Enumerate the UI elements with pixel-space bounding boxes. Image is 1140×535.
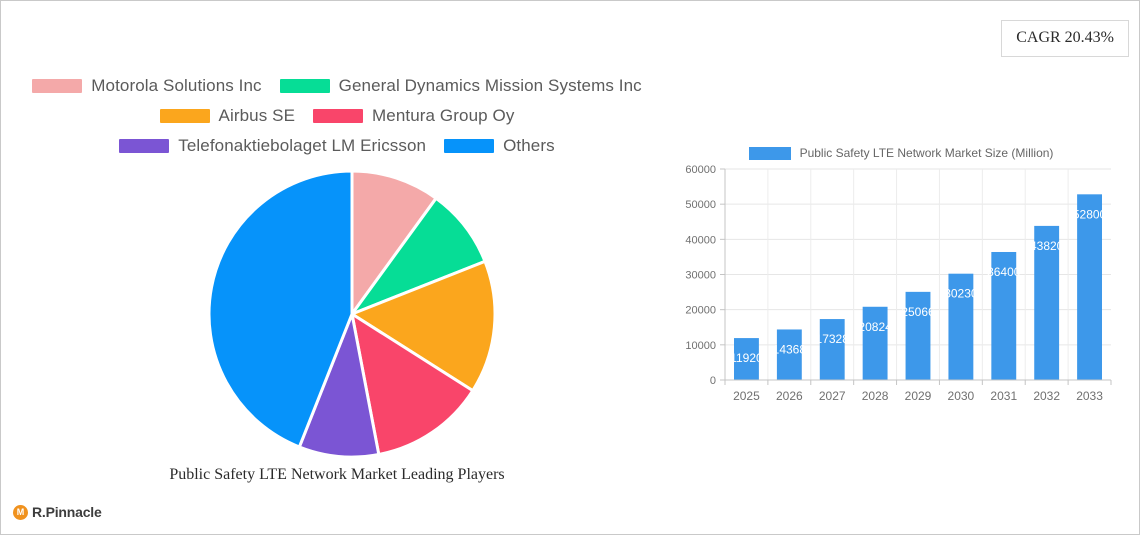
bar-value-label: 11920 xyxy=(730,351,763,365)
bar-value-label: 17328 xyxy=(816,332,850,346)
bar-value-label: 14368 xyxy=(773,342,807,356)
bar-chart-panel: Public Safety LTE Network Market Size (M… xyxy=(677,141,1125,416)
bar-value-label: 52800 xyxy=(1073,207,1107,221)
legend-item-4[interactable]: Telefonaktiebolaget LM Ericsson xyxy=(119,131,426,161)
logo-glyph: M xyxy=(16,506,25,517)
x-axis-label: 2026 xyxy=(776,389,803,403)
legend-swatch-icon xyxy=(279,79,330,93)
bar[interactable] xyxy=(862,306,888,380)
pie-slice[interactable] xyxy=(350,312,475,456)
y-axis-label: 20000 xyxy=(685,305,716,317)
bar[interactable] xyxy=(734,338,759,380)
brand-logo: M R.Pinnacle xyxy=(13,504,102,524)
y-axis-label: 40000 xyxy=(685,234,716,246)
legend-label: Telefonaktiebolaget LM Ericsson xyxy=(178,136,427,155)
x-axis-label: 2030 xyxy=(948,389,975,403)
x-axis-label: 2032 xyxy=(1033,389,1060,403)
x-axis-label: 2033 xyxy=(1076,389,1103,403)
y-axis-label: 10000 xyxy=(685,340,716,352)
legend-item-2[interactable]: Airbus SE xyxy=(159,101,296,131)
legend-item-1[interactable]: General Dynamics Mission Systems Inc xyxy=(279,71,642,101)
legend-item-5[interactable]: Others xyxy=(444,131,555,161)
x-axis-label: 2031 xyxy=(990,389,1017,403)
legend-swatch-icon xyxy=(444,139,495,153)
y-axis-label: 50000 xyxy=(685,199,716,211)
y-axis-label: 60000 xyxy=(685,164,716,176)
bar[interactable] xyxy=(991,251,1017,380)
pie-legend: Motorola Solutions Inc General Dynamics M… xyxy=(1,71,673,161)
legend-label: General Dynamics Mission Systems Inc xyxy=(338,76,642,95)
bar-chart-svg: 0 10000 20000 30000 40000 50000 60000 11920 2025… xyxy=(685,164,1112,403)
legend-item-3[interactable]: Mentura Group Oy xyxy=(313,101,514,131)
bar-legend-swatch xyxy=(748,146,791,160)
pie-slice[interactable] xyxy=(297,312,381,457)
legend-row: Airbus SE Mentura Group Oy xyxy=(1,101,673,131)
bar[interactable] xyxy=(819,319,845,380)
x-axis-label: 2028 xyxy=(862,389,889,403)
legend-label: Airbus SE xyxy=(218,106,296,125)
pie-slice[interactable] xyxy=(350,196,487,316)
bar[interactable] xyxy=(948,273,974,380)
y-axis-label: 0 xyxy=(710,375,716,387)
bar[interactable] xyxy=(1077,194,1102,380)
bar-value-label: 36400 xyxy=(987,265,1021,279)
pie-chart xyxy=(209,171,495,457)
bar-value-label: 30230 xyxy=(944,287,978,301)
bar-value-label: 43820 xyxy=(1030,239,1064,253)
legend-swatch-icon xyxy=(313,109,364,123)
bar-value-label: 20824 xyxy=(858,320,892,334)
legend-swatch-icon xyxy=(119,139,170,153)
x-axis-label: 2027 xyxy=(819,389,846,403)
pie-slice[interactable] xyxy=(209,171,354,449)
pinnacle-logo-icon: M xyxy=(13,504,28,520)
legend-swatch-icon xyxy=(159,109,210,123)
legend-label: Others xyxy=(503,136,555,155)
bar-chart-legend: Public Safety LTE Network Market Size (M… xyxy=(677,146,1125,160)
x-axis-label: 2025 xyxy=(733,389,760,403)
bar[interactable] xyxy=(905,291,931,380)
bar[interactable] xyxy=(1034,225,1060,380)
pie-slice[interactable] xyxy=(350,171,438,316)
pie-slice[interactable] xyxy=(350,259,495,393)
legend-item-0[interactable]: Motorola Solutions Inc xyxy=(32,71,262,101)
legend-label: Mentura Group Oy xyxy=(372,106,515,125)
y-axis-label: 30000 xyxy=(685,270,716,282)
legend-row: Motorola Solutions Inc General Dynamics M… xyxy=(1,71,673,101)
pie-chart-title: Public Safety LTE Network Market Leading… xyxy=(169,466,505,483)
bar[interactable] xyxy=(776,329,802,380)
cagr-badge: CAGR 20.43% xyxy=(1001,20,1129,57)
bar-value-label: 25066 xyxy=(901,305,935,319)
x-axis-label: 2029 xyxy=(905,389,932,403)
legend-label: Motorola Solutions Inc xyxy=(91,76,262,95)
bar-legend-label: Public Safety LTE Network Market Size (M… xyxy=(799,146,1054,160)
pie-chart-panel: Motorola Solutions Inc General Dynamics M… xyxy=(1,1,673,501)
legend-row: Telefonaktiebolaget LM Ericsson Others xyxy=(1,131,673,161)
legend-swatch-icon xyxy=(32,79,83,93)
pie-chart-svg xyxy=(209,171,495,457)
brand-name: R.Pinnacle xyxy=(32,504,102,520)
